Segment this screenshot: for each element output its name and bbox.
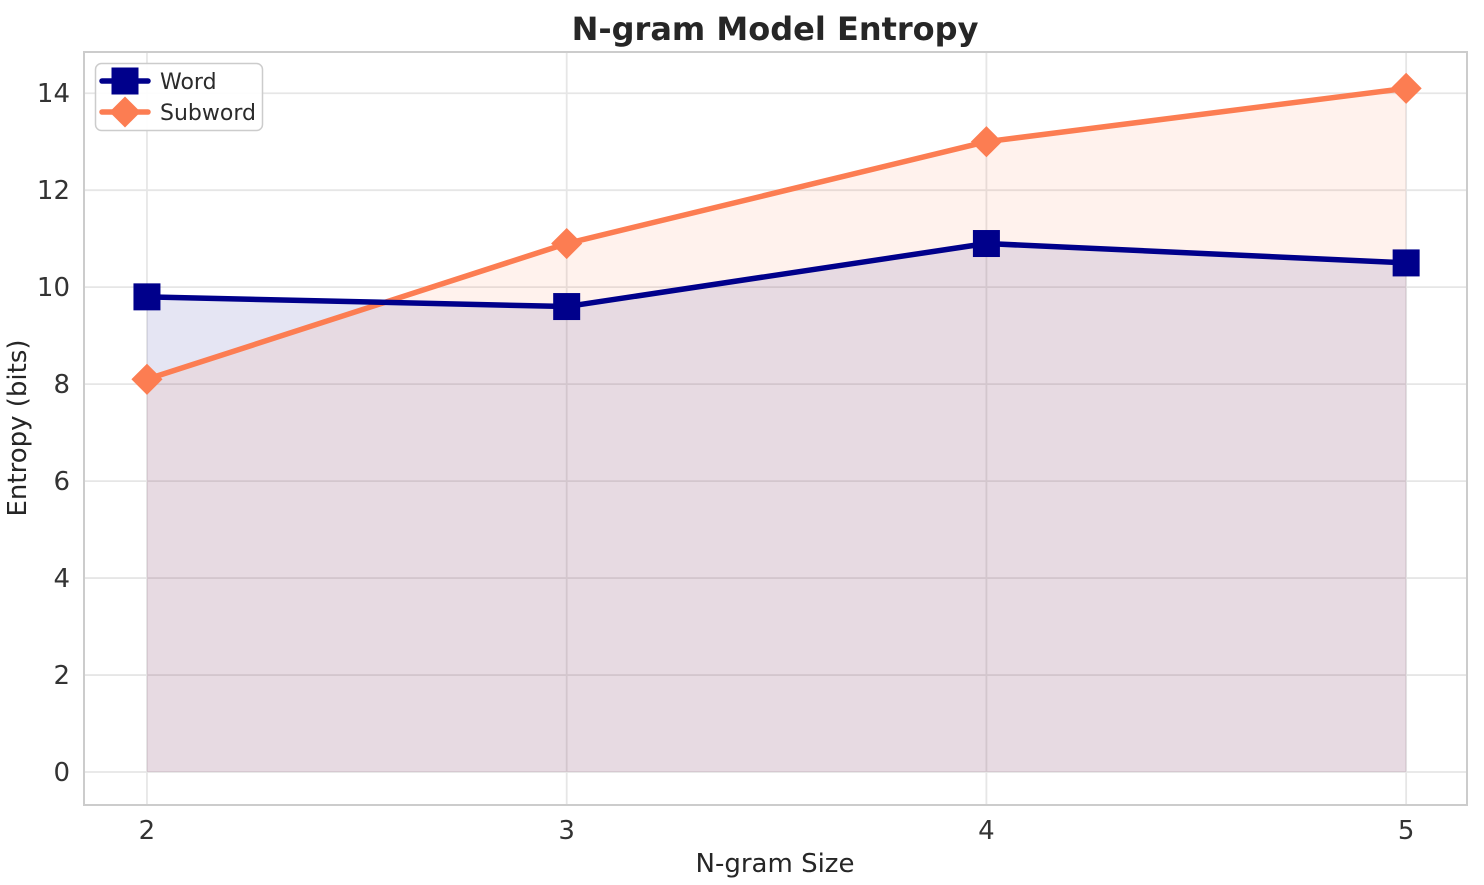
y-tick-label: 4 bbox=[53, 564, 70, 594]
y-tick-labels: 0 2 4 6 8 10 12 14 bbox=[37, 79, 70, 788]
marker-word-3 bbox=[553, 293, 581, 321]
marker-word-2 bbox=[133, 283, 161, 311]
legend-label-subword: Subword bbox=[160, 101, 256, 126]
area-fills bbox=[146, 88, 1407, 773]
x-tick-label: 5 bbox=[1398, 816, 1415, 846]
marker-word-4 bbox=[972, 230, 1000, 258]
x-tick-label: 4 bbox=[978, 816, 995, 846]
marker-word-5 bbox=[1392, 249, 1420, 277]
x-tick-labels: 2 3 4 5 bbox=[139, 816, 1415, 846]
x-axis-label: N-gram Size bbox=[696, 849, 855, 879]
y-tick-label: 12 bbox=[37, 176, 70, 206]
x-tick-label: 3 bbox=[558, 816, 575, 846]
y-tick-label: 0 bbox=[53, 758, 70, 788]
y-tick-label: 6 bbox=[53, 467, 70, 497]
y-axis-label: Entropy (bits) bbox=[3, 339, 33, 516]
series-line-subword bbox=[144, 85, 1409, 383]
y-tick-label: 14 bbox=[37, 79, 70, 109]
x-tick-label: 2 bbox=[139, 816, 156, 846]
y-tick-label: 2 bbox=[53, 661, 70, 691]
y-tick-label: 10 bbox=[37, 273, 70, 303]
legend-label-word: Word bbox=[160, 70, 217, 95]
marker-subword-2 bbox=[131, 363, 163, 395]
area-fill-word bbox=[146, 243, 1407, 773]
area-fill-subword bbox=[146, 88, 1407, 773]
legend-marker-word-icon bbox=[111, 67, 139, 95]
y-tick-label: 8 bbox=[53, 370, 70, 400]
legend-items: Word Subword bbox=[99, 67, 256, 128]
series-line-word bbox=[144, 240, 1409, 310]
legend: Word Subword bbox=[94, 62, 264, 132]
legend-marker-subword-icon bbox=[109, 96, 141, 128]
chart-title: N-gram Model Entropy bbox=[572, 10, 979, 48]
gridlines bbox=[84, 52, 1467, 805]
plot-border bbox=[83, 51, 1468, 806]
